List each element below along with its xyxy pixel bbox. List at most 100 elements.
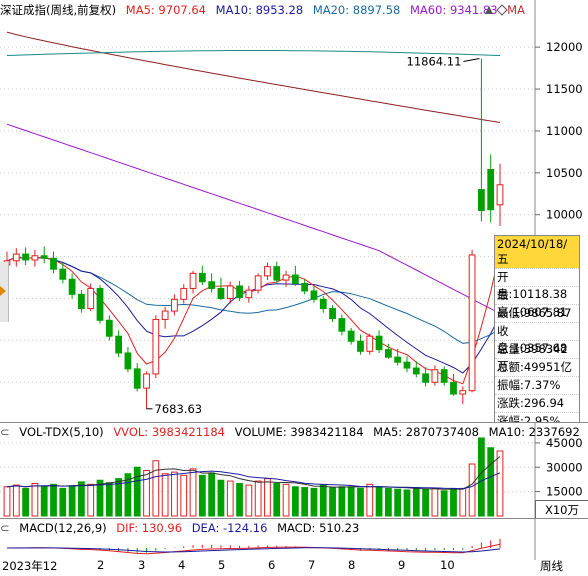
volume-bar [105,482,113,517]
candle-body [282,274,290,281]
candle-body [40,255,48,259]
x-label: 6 [268,558,276,572]
x-label: 5 [218,558,226,572]
volume-bar [440,490,448,517]
candle-body [487,168,495,211]
volume-bar [68,485,76,517]
candle-body [329,308,336,320]
volume-bar [217,479,225,517]
macd-options-icon[interactable]: ⊂ [0,521,10,535]
candle-body [59,268,67,280]
volume-bar [431,487,439,517]
candle-body [394,356,402,363]
volume-bar [282,483,290,517]
volume-bar [198,474,206,517]
volume-bar [375,486,383,517]
candle-body [245,289,253,299]
volume-bar [403,489,411,517]
ma-long-line [6,31,501,123]
x-label: 4 [178,558,186,572]
volume-legend: ⊂ VOL-TDX(5,10) VVOL: 3983421184 VOLUME:… [0,422,586,442]
x-label: 2023年12 [2,559,58,573]
volume-bar [394,488,402,517]
legend-controls[interactable] [482,2,512,18]
volume-label: VOLUME: 3983421184 [234,425,364,439]
volume-bar [273,483,281,517]
info-high: 最高:10607.81 [495,286,579,319]
volume-bar [366,483,374,517]
volume-bar [96,479,104,517]
x-label: 7 [308,558,316,572]
candle-body [366,335,374,352]
volume-bar [161,473,169,517]
candle-body [375,335,383,351]
volume-bar [59,487,67,517]
vol-tick-label: 30000 [546,460,583,474]
price-tick-label: 11000 [546,124,583,138]
ma-more-label: MA [507,3,525,17]
candle-body [440,369,448,383]
candle-body [31,255,39,261]
volume-bar [291,486,299,517]
candle-body [431,369,439,383]
side-arrow-icon[interactable] [0,286,6,296]
candle-body [115,335,123,354]
price-tick-label: 10500 [546,166,583,180]
volume-bar [264,478,271,517]
volume-bar [143,470,150,517]
volume-unit: X10万 [535,500,588,520]
candle-body [217,287,225,300]
volume-bar [3,486,11,517]
volume-bar [301,487,309,517]
info-low: 最低:9865.87 [495,304,579,322]
price-tick-label: 11500 [546,82,583,96]
dif-label: DIF: 130.96 [116,521,183,535]
x-label: 10 [440,558,455,572]
candle-body [105,319,113,337]
volume-bar [22,487,29,517]
price-tick-label: 10000 [546,208,583,222]
volume-bar [384,487,392,517]
candle-body [189,272,197,289]
volume-bar [152,460,160,517]
ma5-line [6,249,501,385]
candle-body [236,285,243,299]
volume-bar [115,478,123,517]
macd-legend: ⊂ MACD(12,26,9) DIF: 130.96 DEA: -124.16… [0,518,365,538]
volume-bar [171,471,178,517]
vol-options-icon[interactable]: ⊂ [0,425,10,439]
volume-bar [236,483,243,517]
low-annotation: 7683.63 [155,402,203,416]
candle-body [403,361,411,369]
candle-body [22,253,29,261]
macd-chart[interactable] [0,518,588,560]
candle-body [347,330,355,342]
high-pointer [463,58,480,63]
info-amplitude: 振幅:7.37% [495,376,579,394]
volume-chart[interactable]: 45000 30000 15000 [0,422,588,518]
info-amount: 总额:49951亿 [495,358,579,376]
candle-body [468,254,476,392]
vol-title: VOL-TDX(5,10) [19,425,104,439]
candle-body [68,278,76,295]
macd-title: MACD(12,26,9) [19,521,107,535]
high-annotation: 11864.11 [407,55,462,69]
volume-bar [468,463,476,517]
candle-body [291,274,299,284]
vol-ma10-line [6,470,501,490]
price-chart[interactable]: 12000 11500 11000 10500 10000 11864.11 7683.6… [0,0,588,422]
volume-bar [87,483,95,517]
volume-bar [189,468,197,517]
candle-body [124,352,132,370]
period-button[interactable]: 周线 [540,559,563,573]
volume-bar [50,483,57,517]
candle-body [12,253,20,262]
ma60-line [6,123,501,315]
candle-body [50,257,57,270]
volume-bar [478,437,485,517]
vol-ma10-label: MA10: 2337692 [488,425,580,439]
candle-body [478,189,485,212]
volume-bar [124,473,132,517]
info-close: 收盘:10357.68 [495,322,579,355]
